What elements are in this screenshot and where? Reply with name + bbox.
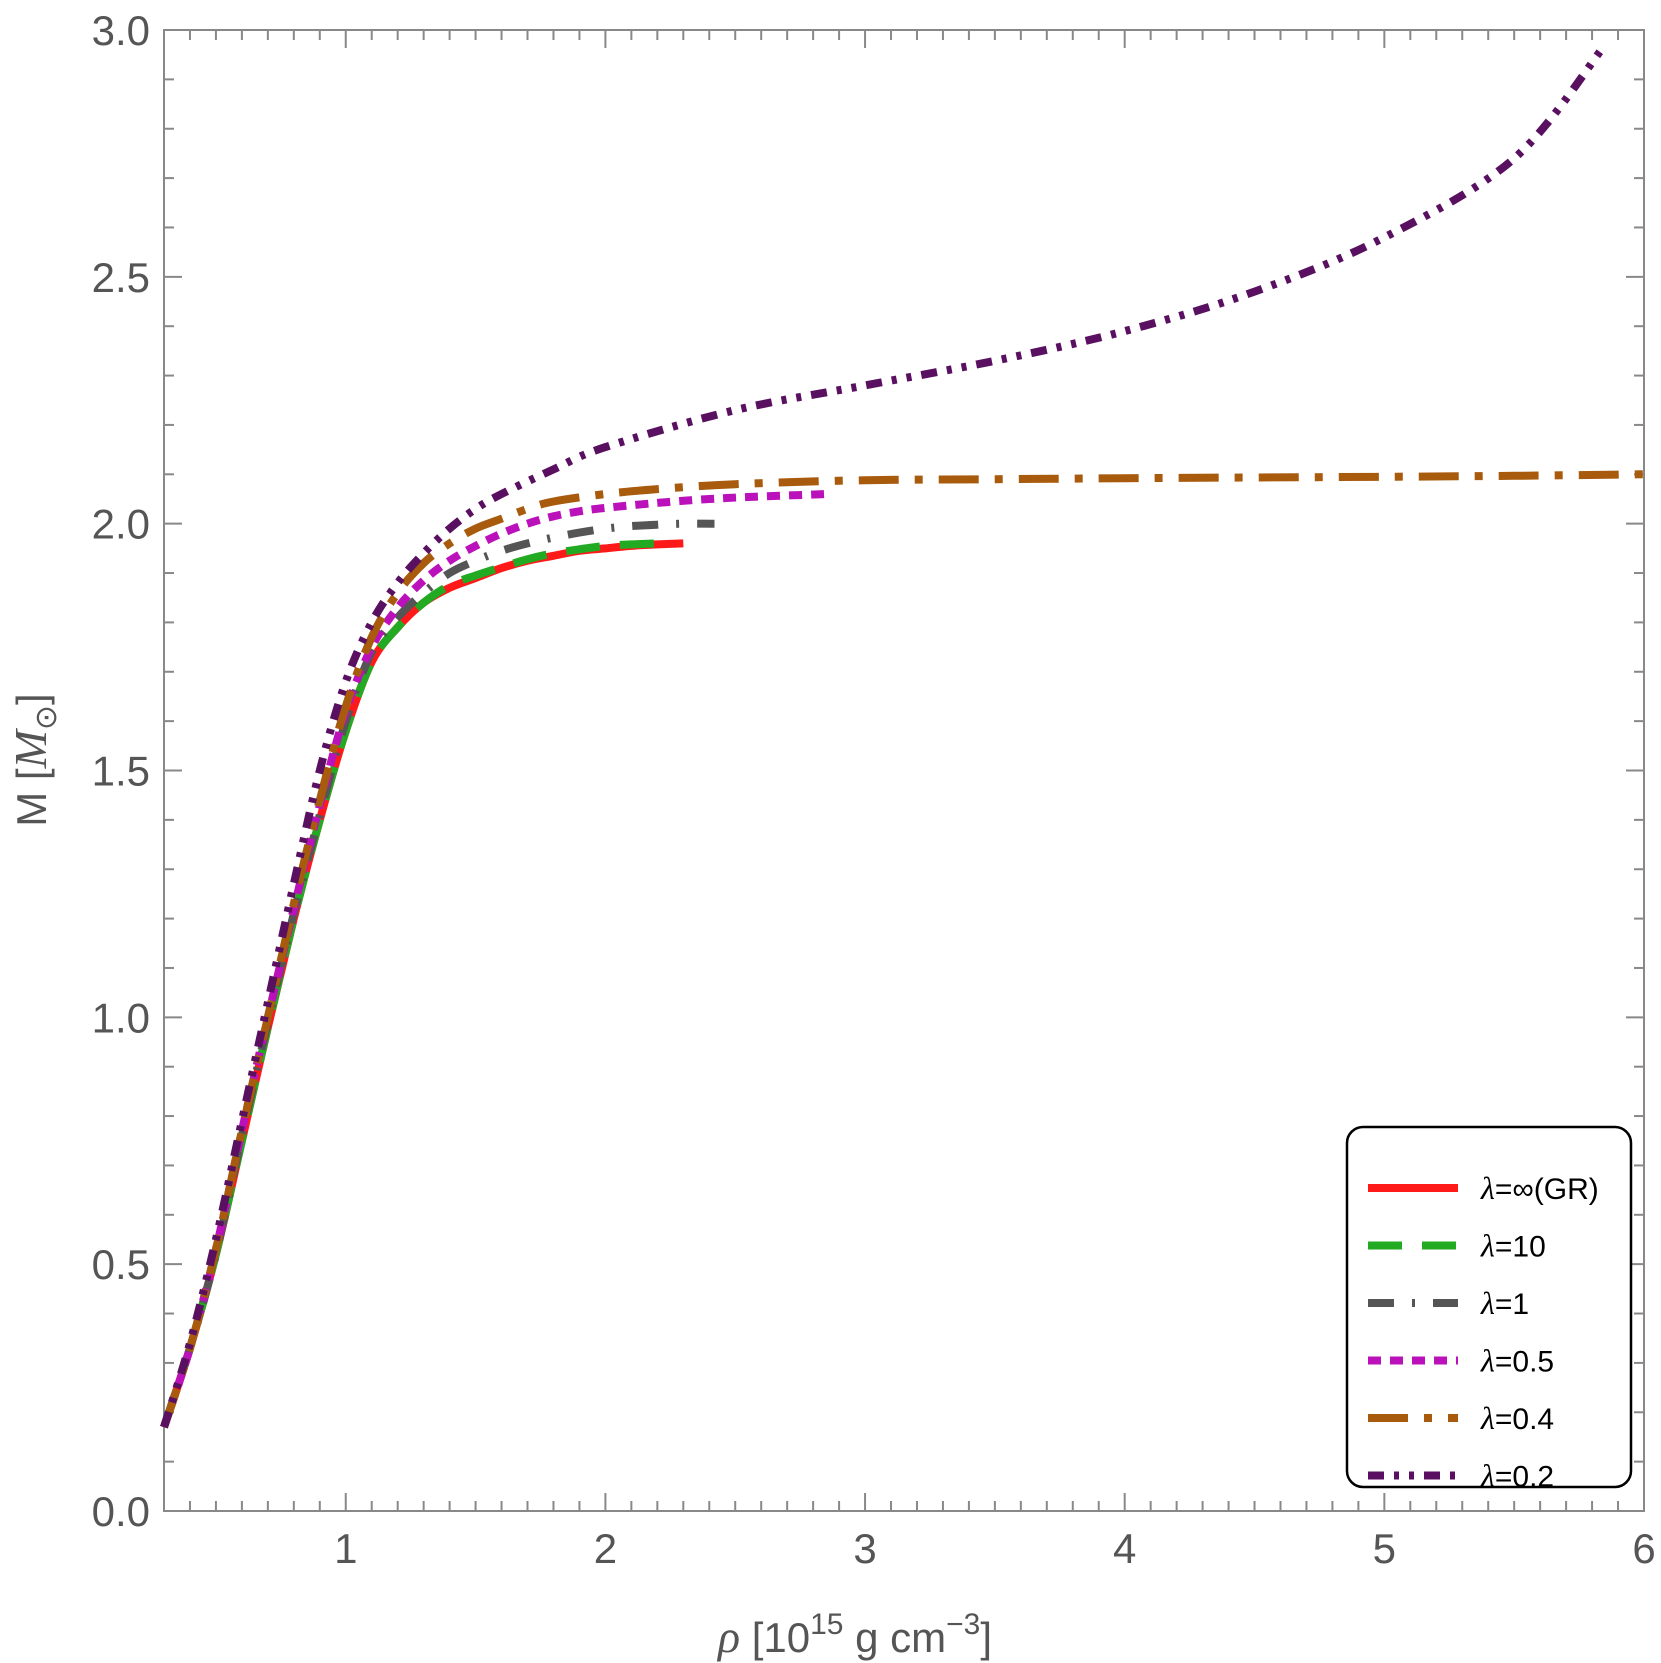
y-tick-label: 1.0 <box>92 994 150 1041</box>
legend-label-2: λ=10 <box>1480 1228 1546 1264</box>
y-tick-label: 2.0 <box>92 501 150 548</box>
y-axis-title: M [M⊙] <box>5 693 63 826</box>
x-tick-label: 1 <box>334 1525 357 1572</box>
axis-tick-labels: 1 2 3 4 5 6 0.0 0.5 1.0 1.5 2.0 2.5 3.0 <box>92 7 1656 1572</box>
series-line-4 <box>160 490 827 1429</box>
series-line-5 <box>160 470 1645 1429</box>
legend-label-6: λ=0.2 <box>1480 1458 1554 1494</box>
axis-ticks <box>163 29 1645 1512</box>
x-tick-label: 6 <box>1632 1525 1655 1572</box>
y-tick-label: 0.5 <box>92 1241 150 1288</box>
x-tick-label: 4 <box>1113 1525 1136 1572</box>
x-axis-title: ρ [1015 g cm−3] <box>716 1608 992 1662</box>
series-line-2 <box>160 539 658 1429</box>
legend-box <box>1345 1125 1633 1489</box>
series-line-1 <box>160 539 684 1429</box>
x-tick-label: 3 <box>853 1525 876 1572</box>
legend: λ=∞(GR) λ=10 λ=1 λ=0.5 λ=0.4 λ=0.2 <box>1345 1125 1633 1494</box>
series-layer <box>160 42 1645 1429</box>
legend-label-5: λ=0.4 <box>1480 1400 1554 1436</box>
x-tick-label: 2 <box>594 1525 617 1572</box>
series-line-3 <box>160 519 715 1429</box>
legend-label-3: λ=1 <box>1480 1285 1529 1321</box>
x-tick-label: 5 <box>1373 1525 1396 1572</box>
legend-label-4: λ=0.5 <box>1480 1343 1554 1379</box>
y-tick-label: 3.0 <box>92 7 150 54</box>
y-tick-label: 1.5 <box>92 748 150 795</box>
legend-label-1: λ=∞(GR) <box>1480 1170 1599 1206</box>
y-tick-label: 0.0 <box>92 1488 150 1535</box>
y-tick-label: 2.5 <box>92 254 150 301</box>
series-line-6 <box>160 42 1609 1429</box>
